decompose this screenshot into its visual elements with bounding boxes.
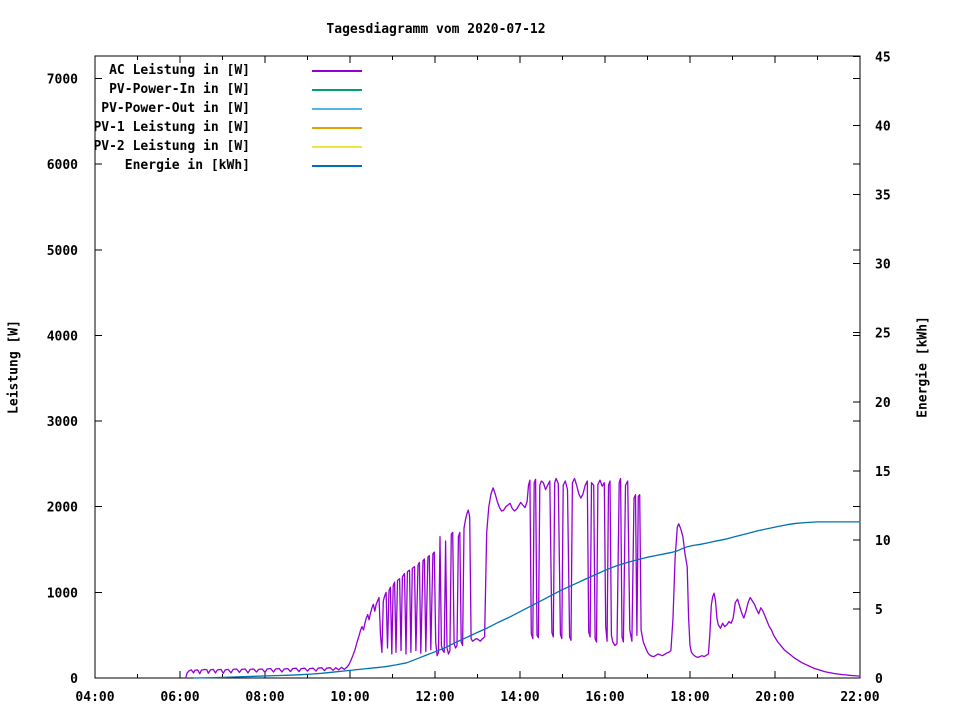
x-tick-label: 18:00 — [670, 690, 709, 705]
y-left-tick-label: 4000 — [47, 329, 78, 344]
legend-entry: AC Leistung in [W] — [60, 61, 362, 80]
y-left-tick-label: 3000 — [47, 415, 78, 430]
series-line-ac-leistung-in-w — [185, 477, 861, 679]
y-right-tick-label: 20 — [875, 396, 891, 411]
y-right-tick-label: 10 — [875, 534, 891, 549]
y-left-tick-label: 6000 — [47, 158, 78, 173]
legend-line-sample — [312, 164, 362, 167]
chart-title: Tagesdiagramm vom 2020-07-12 — [326, 22, 546, 37]
plot-border — [94, 55, 861, 679]
legend-label: PV-Power-In in [W] — [109, 82, 250, 97]
legend-label: PV-Power-Out in [W] — [101, 101, 250, 116]
y-left-tick-label: 1000 — [47, 586, 78, 601]
x-tick-label: 06:00 — [160, 690, 199, 705]
legend-line-sample — [312, 88, 362, 91]
y-right-tick-label: 15 — [875, 465, 891, 480]
y-right-tick-label: 40 — [875, 120, 891, 135]
legend-entry: PV-2 Leistung in [W] — [60, 137, 362, 156]
x-tick-label: 16:00 — [585, 690, 624, 705]
y-left-tick-label: 0 — [70, 672, 78, 687]
y-right-tick-label: 45 — [875, 51, 891, 66]
y-left-tick-label: 7000 — [47, 73, 78, 88]
legend-entry: PV-Power-Out in [W] — [60, 99, 362, 118]
y-right-tick-label: 0 — [875, 672, 883, 687]
x-tick-label: 10:00 — [330, 690, 369, 705]
x-tick-label: 08:00 — [245, 690, 284, 705]
y-left-tick-label: 5000 — [47, 244, 78, 259]
legend-label: PV-1 Leistung in [W] — [93, 120, 250, 135]
legend: AC Leistung in [W] PV-Power-In in [W] PV-P… — [60, 61, 362, 175]
legend-label: Energie in [kWh] — [124, 158, 250, 173]
y-right-tick-label: 5 — [875, 603, 883, 618]
x-tick-label: 20:00 — [755, 690, 794, 705]
legend-line-sample — [312, 107, 362, 110]
x-tick-label: 22:00 — [840, 690, 879, 705]
y-right-tick-label: 30 — [875, 258, 891, 273]
legend-line-sample — [312, 69, 362, 72]
legend-entry: Energie in [kWh] — [60, 156, 362, 175]
legend-label: AC Leistung in [W] — [109, 63, 250, 78]
legend-entry: PV-Power-In in [W] — [60, 80, 362, 99]
x-tick-label: 14:00 — [500, 690, 539, 705]
legend-entry: PV-1 Leistung in [W] — [60, 118, 362, 137]
legend-line-sample — [312, 126, 362, 129]
x-tick-label: 04:00 — [75, 690, 114, 705]
legend-line-sample — [312, 145, 362, 148]
legend-label: PV-2 Leistung in [W] — [93, 139, 250, 154]
y-right-tick-label: 35 — [875, 189, 891, 204]
x-tick-label: 12:00 — [415, 690, 454, 705]
series-line-energie-in-kwh — [193, 521, 861, 679]
y-left-tick-label: 2000 — [47, 501, 78, 516]
y-right-tick-label: 25 — [875, 327, 891, 342]
